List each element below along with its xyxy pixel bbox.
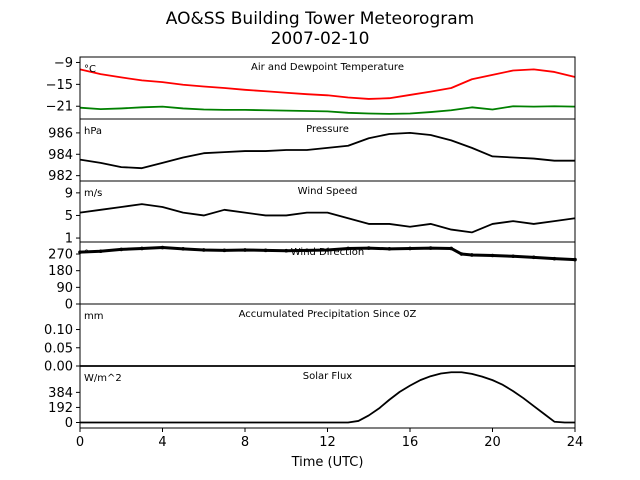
x-tick-label-0: 0 [76,435,84,450]
panel-1-ytick-label-2: 982 [48,169,73,184]
panel-1-series-0-line [79,131,575,170]
panel-5-title: Solar Flux [303,371,353,382]
panel-3-point-24 [552,256,557,261]
x-tick-label-4: 16 [402,435,419,450]
panel-3-point-1 [98,249,103,254]
panel-3-point-16 [408,246,412,251]
x-tick-label-5: 20 [484,435,501,450]
panel-3-title: Wind Direction [291,247,365,258]
panel-0-series-0-line [79,68,576,100]
panel-3-point-6 [201,248,206,252]
x-axis-label: Time (UTC) [291,455,364,470]
panel-2-title: Wind Speed [298,186,358,197]
panel-0-ytick-label-1: −15 [46,78,73,93]
panel-4-ytick-label-1: 0.05 [44,341,73,356]
panel-5-series-0-line [80,371,575,424]
panel-3-point-7 [222,248,227,253]
panel-1-ytick-label-0: 986 [48,126,73,141]
panel-2-unit-label: m/s [84,188,102,199]
panel-0-title: Air and Dewpoint Temperature [251,62,404,73]
panel-3-point-4 [160,245,165,250]
panel-3-point-2 [119,247,124,252]
x-axis: 0 4 8 12 16 20 24 [76,428,583,450]
panel-2: 9 5 1 Wind Speed m/s [65,180,576,247]
panel-4-ytick-label-2: 0.00 [44,360,73,375]
panel-2-ytick-label-0: 9 [65,186,73,201]
panel-0-unit-label: °C [84,64,96,75]
panel-3-ytick-label-0: 270 [48,248,73,263]
panel-3-point-18 [449,246,454,251]
panel-3-ytick-label-1: 180 [48,264,73,279]
panel-0-series-1-line [79,105,576,115]
panel-3-ytick-label-3: 0 [65,298,73,313]
panel-3-series-0-line [79,246,576,262]
figure-title-line2: 2007-02-10 [271,29,370,49]
panel-3-point-9 [263,248,268,253]
panel-5-ytick-label-1: 192 [48,401,73,416]
panel-2-ytick-label-2: 1 [65,232,73,247]
panel-4-unit-label: mm [84,311,103,322]
panel-4-title: Accumulated Precipitation Since 0Z [239,309,417,320]
panel-1-unit-label: hPa [84,126,102,137]
panel-4-ytick-label-0: 0.10 [44,323,73,338]
panel-3-point-13 [346,246,350,251]
panel-5-unit-label: W/m^2 [84,373,122,384]
panel-3-point-8 [243,248,247,252]
panels-group: −9 −15 −21 Air and Dewpoint Temperature °C 98… [44,56,577,431]
panel-0-ytick-label-2: −21 [46,100,73,115]
x-tick-label-1: 4 [158,435,166,450]
x-tick-label-2: 8 [241,435,249,450]
panel-3-point-14 [366,246,371,250]
panel-3-point-22 [511,254,515,259]
panel-1: 986 984 982 Pressure hPa [48,118,576,184]
panel-1-ytick-label-1: 984 [48,148,73,163]
panel-4: 0.10 0.05 0.00 Accumulated Precipitation Si… [44,303,576,375]
panel-2-ytick-label-1: 5 [65,209,73,224]
panel-3-point-23 [531,255,536,260]
panel-3-unit-label: ° [84,249,89,260]
panel-3-point-20 [470,253,474,257]
figure-title-line1: AO&SS Building Tower Meteorogram [166,9,474,29]
panel-3-point-12 [325,248,330,252]
panel-5-ytick-label-2: 0 [65,416,73,431]
x-tick-label-3: 12 [319,435,336,450]
panel-3-ytick-label-2: 90 [56,281,73,296]
panel-3-point-10 [284,248,289,253]
panel-3-point-17 [428,246,433,250]
panel-3-point-5 [181,247,185,251]
panel-3-point-19 [459,252,464,256]
panel-0: −9 −15 −21 Air and Dewpoint Temperature °C [46,56,576,120]
panel-1-title: Pressure [306,124,349,135]
x-tick-label-6: 24 [567,435,584,450]
panel-3-point-21 [490,253,495,258]
panel-0-ytick-label-0: −9 [54,56,73,71]
panel-3-point-11 [305,248,309,253]
panel-5-ytick-label-0: 384 [48,386,73,401]
panel-3-point-3 [140,246,144,251]
panel-2-series-0-line [79,203,576,234]
panel-3-point-15 [387,247,392,251]
